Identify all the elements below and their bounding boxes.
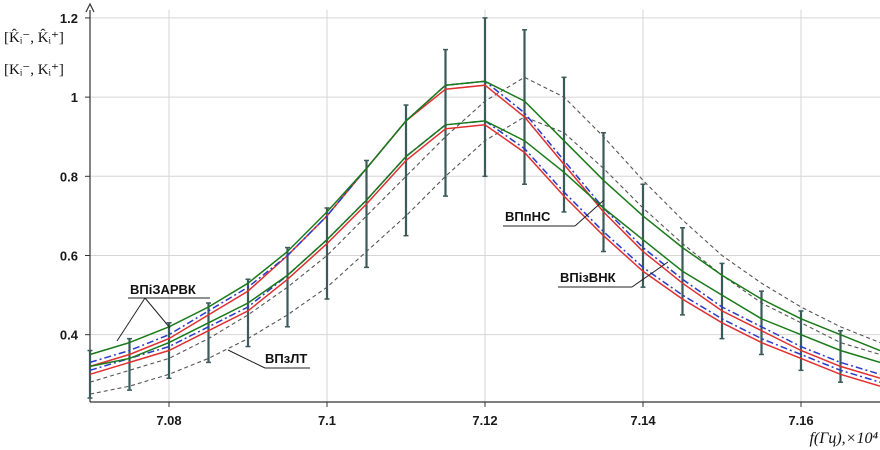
- annotation-vppns-text: ВПпНС: [505, 209, 551, 224]
- series-line-b_lo: [89, 120, 880, 383]
- annotation-vppns: ВПпНС: [503, 199, 605, 227]
- annotation-vpizarvk: ВПіЗАРВК: [116, 282, 210, 342]
- annotation-vpizarvk-text: ВПіЗАРВК: [130, 282, 196, 297]
- series-line-r_up: [89, 84, 880, 379]
- x-tick-label: 7.16: [788, 413, 813, 428]
- annotation-vppns-leader: [574, 199, 605, 227]
- y-axis-label-line1: [K̂ᵢ⁻, K̂ᵢ⁺]: [4, 29, 64, 46]
- y-tick-label: 0.4: [60, 328, 79, 343]
- y-axis-label-line2: [Kᵢ⁻, Kᵢ⁺]: [4, 62, 64, 78]
- y-tick-label: 0.6: [60, 248, 78, 263]
- series-line-r_lo: [89, 124, 880, 387]
- series-line-k_up: [89, 76, 880, 383]
- x-axis-label: f(Гц),×10⁴: [809, 430, 878, 447]
- y-tick-label: 1.2: [60, 11, 78, 26]
- y-tick-label: 0.8: [60, 169, 78, 184]
- annotation-vpizarvk-leader: [144, 297, 171, 329]
- annotation-vpzlt-leader: [227, 349, 266, 369]
- series-line-g_lo: [89, 120, 880, 368]
- x-tick-label: 7.1: [318, 413, 336, 428]
- y-axis-arrow: [85, 2, 95, 13]
- y-tick-label: 1: [71, 90, 78, 105]
- annotation-vpizvnk-text: ВПізВНК: [560, 270, 616, 285]
- y-tick-labels: 0.4 0.6 0.8 1 1.2: [60, 11, 90, 343]
- x-tick-label: 7.08: [156, 413, 181, 428]
- annotation-vpzlt: ВПзЛТ: [227, 349, 310, 369]
- series-line-k_lo: [89, 116, 880, 395]
- annotation-vpizarvk-leader: [116, 297, 146, 342]
- x-tick-labels: 7.08 7.1 7.12 7.14 7.16: [156, 402, 814, 428]
- annotation-vpizvnk-leader: [631, 261, 669, 288]
- annotation-vpzlt-text: ВПзЛТ: [265, 351, 307, 366]
- series-lines: [89, 76, 880, 395]
- series-line-g_up: [89, 80, 880, 356]
- annotation-vpizvnk: ВПізВНК: [558, 261, 669, 288]
- x-tick-label: 7.14: [630, 413, 656, 428]
- x-tick-label: 7.12: [472, 413, 497, 428]
